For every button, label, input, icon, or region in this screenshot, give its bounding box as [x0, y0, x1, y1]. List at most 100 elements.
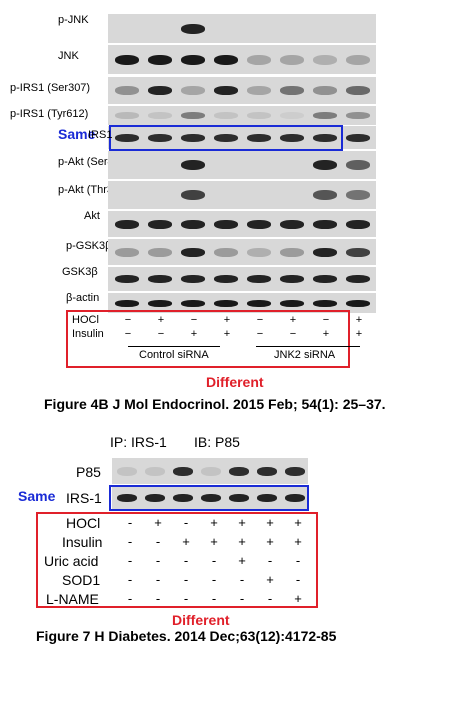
western-blot-panel [108, 14, 376, 314]
protein-band [214, 275, 238, 283]
condition-sign: + [190, 328, 198, 340]
same-label: Same [58, 126, 96, 142]
blot-strip [108, 293, 376, 313]
blot-label: GSK3β [62, 266, 98, 278]
protein-band [313, 300, 337, 307]
protein-band [214, 300, 238, 307]
group-label-control-sirna: Control siRNA [139, 349, 209, 361]
protein-band [148, 275, 172, 283]
protein-band [145, 467, 165, 476]
different-label: Different [172, 612, 230, 628]
protein-band [346, 248, 370, 257]
protein-band [115, 86, 139, 95]
protein-band [346, 275, 370, 283]
condition-sign: - [183, 572, 189, 587]
blot-label: p-IRS1 (Tyr612) [10, 108, 89, 120]
group-underline-control [128, 346, 220, 347]
condition-sign: + [289, 314, 297, 326]
protein-band [280, 220, 304, 229]
protein-band [285, 467, 305, 476]
protein-band [280, 112, 304, 119]
protein-band [117, 494, 137, 502]
protein-band [181, 86, 205, 95]
blot-strip [108, 239, 376, 265]
protein-band [280, 248, 304, 257]
condition-sign: - [183, 515, 189, 530]
blot-strip [112, 458, 308, 484]
condition-label: HOCl [72, 314, 99, 326]
protein-band [280, 55, 304, 65]
protein-band [214, 220, 238, 229]
protein-band [115, 275, 139, 283]
condition-label: Insulin [62, 534, 103, 550]
protein-band [214, 112, 238, 119]
protein-band [346, 112, 370, 119]
condition-sign: - [239, 572, 245, 587]
blot-strip [112, 487, 308, 509]
protein-band [247, 86, 271, 95]
protein-band [313, 248, 337, 257]
condition-sign: + [294, 591, 302, 606]
condition-label: L-NAME [46, 591, 99, 607]
protein-band [313, 220, 337, 229]
protein-band [115, 220, 139, 229]
condition-label: HOCl [66, 515, 101, 531]
protein-band [346, 220, 370, 229]
protein-band [148, 86, 172, 95]
protein-band [313, 275, 337, 283]
protein-band [247, 275, 271, 283]
condition-sign: + [294, 515, 302, 530]
condition-sign: − [289, 328, 297, 340]
protein-band [145, 494, 165, 502]
condition-sign: + [223, 328, 231, 340]
blot-strip [108, 181, 376, 209]
condition-sign: + [294, 534, 302, 549]
protein-band [280, 134, 304, 142]
condition-sign: - [127, 515, 133, 530]
condition-sign: - [127, 553, 133, 568]
protein-band [148, 248, 172, 257]
ib-label: IB: P85 [194, 434, 240, 450]
protein-band [346, 55, 370, 65]
condition-sign: - [211, 591, 217, 606]
protein-band [257, 467, 277, 476]
ip-label: IP: IRS-1 [110, 434, 167, 450]
condition-sign: - [239, 591, 245, 606]
protein-band [115, 134, 139, 142]
condition-sign: - [295, 572, 301, 587]
condition-label: Insulin [72, 328, 104, 340]
condition-sign: - [127, 572, 133, 587]
protein-band [181, 112, 205, 119]
blot-label-irs1: IRS1 [88, 129, 113, 141]
condition-sign: - [183, 591, 189, 606]
protein-band [247, 112, 271, 119]
condition-sign: + [238, 515, 246, 530]
condition-sign: + [182, 534, 190, 549]
protein-band [313, 160, 337, 170]
protein-band [181, 248, 205, 257]
blot-strip [108, 151, 376, 179]
condition-sign: − [256, 328, 264, 340]
protein-band [181, 190, 205, 200]
protein-band [313, 86, 337, 95]
protein-band [229, 494, 249, 502]
protein-band [280, 300, 304, 307]
protein-band [280, 275, 304, 283]
protein-band [280, 86, 304, 95]
protein-band [313, 55, 337, 65]
condition-sign: + [223, 314, 231, 326]
protein-band [181, 134, 205, 142]
protein-band [247, 300, 271, 307]
protein-band [148, 112, 172, 119]
condition-sign: - [211, 553, 217, 568]
protein-band [247, 248, 271, 257]
group-underline-jnk2 [256, 346, 360, 347]
blot-strip [108, 14, 376, 43]
protein-band [148, 300, 172, 307]
protein-band [285, 494, 305, 502]
condition-sign: - [267, 591, 273, 606]
protein-band [229, 467, 249, 476]
blot-label: P85 [76, 464, 101, 480]
figure-caption: Figure 4B J Mol Endocrinol. 2015 Feb; 54… [44, 396, 386, 412]
protein-band [346, 134, 370, 142]
